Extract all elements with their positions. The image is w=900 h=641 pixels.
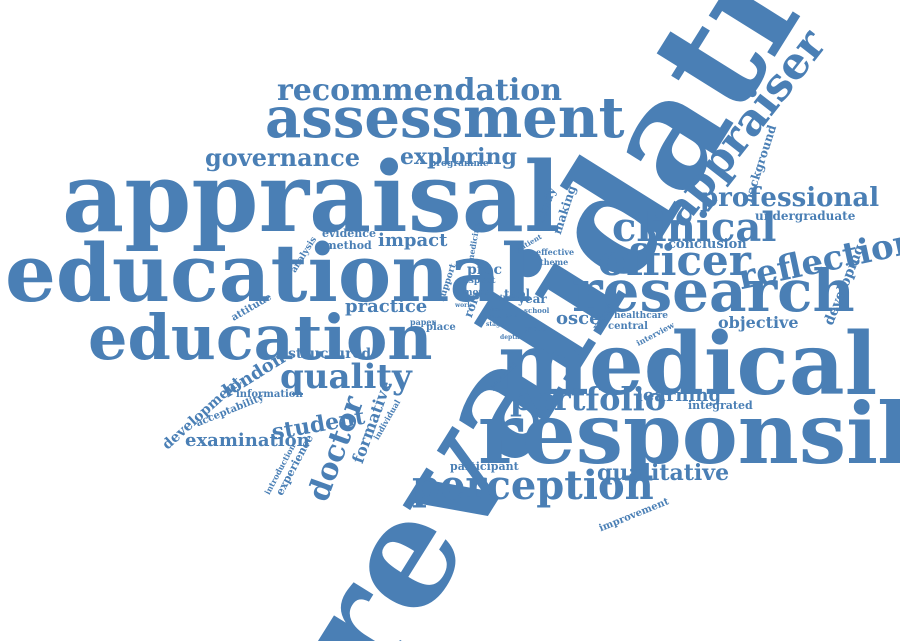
word-conclusion: conclusion (668, 237, 747, 252)
word-aspect: aspect (463, 276, 496, 286)
word-impact: impact (378, 230, 448, 251)
word-evidence: evidence (322, 227, 376, 240)
word-method: method (325, 239, 372, 252)
word-practice: practice (345, 296, 428, 317)
word-programme: programme (430, 159, 489, 169)
word-structured: structured (288, 346, 372, 362)
word-education: education (88, 301, 433, 374)
word-data: data (490, 314, 503, 320)
word-research: research (572, 257, 855, 325)
word-qualitative: qualitative (597, 460, 730, 486)
word-effective: effective (536, 247, 575, 257)
word-governance: governance (205, 143, 360, 172)
word-trial: trial (500, 294, 515, 301)
word-healthcare: healthcare (614, 311, 668, 321)
word-theme: theme (540, 257, 569, 267)
word-recommendation: recommendation (277, 73, 563, 108)
word-osce: osce (556, 308, 601, 329)
word-undergraduate: undergraduate (755, 209, 856, 223)
word-information: information (236, 389, 303, 400)
word-medical: medical (498, 314, 878, 415)
word-year: year (518, 292, 547, 306)
word-clinical: clinical (612, 204, 777, 251)
word-depth: depth (500, 334, 520, 341)
word-tool: tool (504, 287, 531, 301)
word-proc: proc (467, 262, 503, 278)
word-school: school (524, 306, 550, 315)
word-educational: educational (5, 226, 532, 320)
word-portfolio: portfolio (510, 380, 667, 418)
word-participant: participant (450, 460, 519, 473)
word-view: view (488, 306, 503, 313)
word-central: central (608, 321, 648, 332)
word-appraisal: appraisal (62, 141, 561, 254)
word-gmc: gmc (506, 313, 518, 319)
word-integrated: integrated (688, 399, 753, 412)
word-paper: paper (410, 317, 436, 327)
word-perception: perception (412, 462, 654, 509)
word-responsible: responsible (478, 384, 900, 483)
word-place: place (426, 322, 456, 333)
word-stage: stage (486, 321, 505, 328)
word-officer: officer (598, 236, 751, 285)
word-quality: quality (280, 357, 412, 397)
word-learning: learning (636, 385, 722, 406)
word-objective: objective (718, 313, 799, 332)
word-professional: professional (700, 183, 880, 213)
word-assessment: assessment (265, 85, 625, 151)
word-work: work (455, 302, 472, 309)
word-examination: examination (185, 430, 310, 451)
word-exploring: exploring (400, 144, 517, 170)
word-group: group (524, 324, 548, 333)
word-more: more (463, 288, 489, 298)
